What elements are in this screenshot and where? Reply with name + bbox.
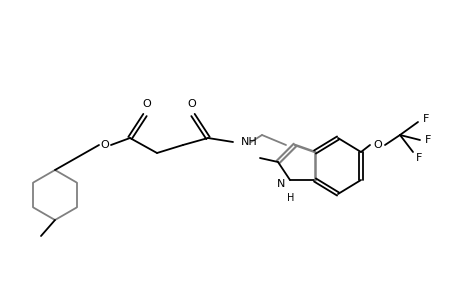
- Text: H: H: [287, 193, 294, 203]
- Text: NH: NH: [241, 137, 257, 147]
- Text: N: N: [276, 179, 285, 189]
- Text: F: F: [415, 153, 421, 163]
- Text: O: O: [373, 140, 381, 150]
- Text: O: O: [142, 99, 151, 109]
- Text: F: F: [424, 135, 431, 145]
- Text: O: O: [187, 99, 196, 109]
- Text: F: F: [422, 114, 428, 124]
- Text: O: O: [101, 140, 109, 150]
